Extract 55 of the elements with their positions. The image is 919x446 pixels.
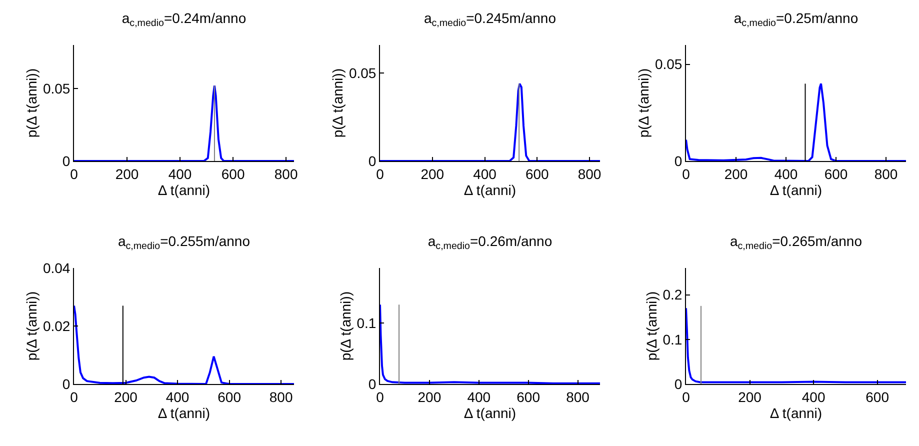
x-tick-label: 400	[168, 166, 192, 182]
y-tick-label: 0.05	[42, 80, 70, 96]
x-tick-label: 400	[473, 166, 497, 182]
y-tick-label: 0.04	[42, 260, 70, 276]
y-tick-label: 0	[62, 376, 70, 392]
x-axis-title: Δ t(anni)	[770, 404, 822, 421]
x-tick-label: 400	[166, 388, 190, 405]
x-tick-label: 600	[824, 166, 848, 182]
x-tick-label: 600	[218, 388, 242, 405]
y-tick-label: 0.1	[356, 314, 376, 331]
x-tick-label: 200	[114, 388, 138, 405]
x-axis-title: Δ t(anni)	[158, 404, 210, 421]
x-tick-label: 400	[467, 388, 491, 405]
x-axis-title: Δ t(anni)	[464, 404, 516, 421]
x-tick-label: 600	[525, 166, 550, 182]
x-tick-label: 200	[115, 166, 139, 182]
chart-title: a$_{c,medio}$=0.25m/anno	[734, 10, 858, 30]
x-axis-title: Δ t(anni)	[770, 182, 822, 198]
y-tick-label: 0	[674, 376, 682, 392]
x-tick-label: 400	[802, 388, 826, 405]
x-tick-label: 400	[774, 166, 798, 182]
chart-title: a$_{c,medio}$=0.26m/anno	[428, 233, 552, 252]
chart-title: a$_{c,medio}$=0.24m/anno	[122, 10, 246, 30]
x-axis-title: Δ t(anni)	[464, 182, 516, 198]
x-tick-label: 600	[221, 166, 245, 182]
y-axis-title: p(Δ t(anni))	[330, 68, 346, 138]
x-tick-label: 200	[724, 166, 748, 182]
x-tick-label: 200	[418, 388, 442, 405]
x-tick-label: 800	[578, 166, 602, 182]
y-tick-label: 0	[368, 376, 376, 392]
y-tick-label: 0.05	[654, 56, 682, 72]
y-axis-title: p(Δ t(anni))	[24, 291, 40, 361]
y-tick-label: 0.02	[42, 318, 70, 334]
x-tick-label: 200	[420, 166, 444, 182]
y-tick-label: 0.1	[662, 331, 682, 348]
y-tick-label: 0	[62, 152, 70, 169]
x-tick-label: 800	[874, 166, 898, 182]
x-tick-label: 600	[866, 388, 890, 405]
y-tick-label: 0	[368, 152, 376, 169]
x-axis-title: Δ t(anni)	[158, 182, 210, 198]
x-tick-label: 800	[274, 166, 298, 182]
x-tick-label: 600	[516, 388, 540, 405]
y-axis-title: p(Δ t(anni))	[636, 68, 652, 138]
y-axis-title: p(Δ t(anni))	[337, 291, 354, 361]
y-tick-label: 0.05	[348, 65, 376, 82]
x-tick-label: 200	[738, 388, 762, 405]
y-tick-label: 0.2	[662, 286, 682, 303]
y-tick-label: 0	[674, 152, 682, 169]
chart-title: a$_{c,medio}$=0.265m/anno	[730, 233, 862, 252]
y-axis-title: p(Δ t(anni))	[643, 291, 660, 361]
chart-title: a$_{c,medio}$=0.245m/anno	[424, 10, 556, 30]
x-tick-label: 800	[566, 388, 590, 405]
chart-title: a$_{c,medio}$=0.255m/anno	[118, 233, 250, 252]
y-axis-title: p(Δ t(anni))	[24, 68, 40, 138]
x-tick-label: 800	[269, 388, 293, 405]
